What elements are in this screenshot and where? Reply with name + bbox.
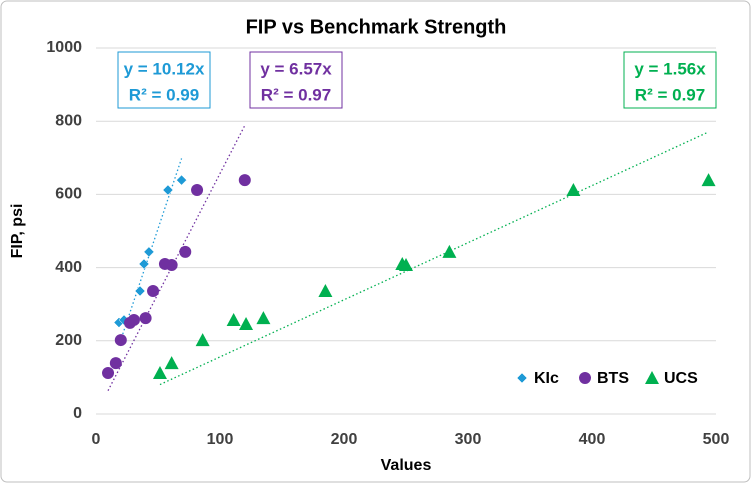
point — [701, 173, 716, 187]
x-tick-label: 400 — [579, 431, 606, 448]
trendline-equation: y = 10.12x — [124, 59, 205, 78]
x-tick-label: 0 — [92, 431, 101, 448]
trendline-box — [249, 51, 343, 109]
point — [239, 316, 254, 330]
trendline-r2: R² = 0.97 — [261, 85, 331, 104]
trendline-r2: R² = 0.97 — [635, 85, 705, 104]
y-tick-label: 800 — [55, 112, 82, 129]
point — [179, 245, 192, 258]
point — [176, 174, 187, 186]
x-tick-label: 500 — [703, 431, 730, 448]
point — [399, 258, 413, 272]
point — [139, 312, 152, 325]
point — [138, 258, 150, 270]
y-tick-label: 0 — [73, 405, 82, 422]
y-axis-label: FIP, psi — [9, 204, 26, 259]
point — [318, 284, 333, 298]
x-tick-label: 200 — [331, 431, 358, 448]
y-tick-label: 400 — [55, 259, 82, 276]
x-tick-label: 300 — [455, 431, 482, 448]
point — [127, 313, 140, 326]
point — [566, 183, 581, 197]
chart-title: FIP vs Benchmark Strength — [246, 16, 507, 38]
y-tick-label: 600 — [55, 186, 82, 203]
trendline-box — [623, 51, 717, 109]
point — [579, 372, 591, 384]
point — [143, 246, 155, 258]
point — [516, 372, 528, 384]
trendline-box — [117, 51, 211, 109]
point — [164, 356, 179, 370]
point — [109, 357, 122, 370]
legend-label: UCS — [664, 370, 698, 387]
point — [134, 285, 146, 297]
y-tick-label: 200 — [55, 332, 82, 349]
trendline-equation: y = 1.56x — [634, 59, 706, 78]
trendline — [159, 131, 709, 386]
trendline-equation: y = 6.57x — [260, 59, 332, 78]
point — [645, 371, 659, 384]
point — [152, 366, 167, 380]
x-axis-label: Values — [381, 457, 432, 474]
point — [238, 174, 251, 187]
point — [102, 367, 115, 380]
point — [114, 334, 127, 347]
point — [147, 285, 160, 298]
y-tick-label: 1000 — [46, 39, 82, 56]
point — [226, 312, 241, 326]
point — [162, 184, 174, 196]
point — [256, 311, 271, 325]
point — [191, 184, 204, 197]
point — [165, 259, 178, 272]
point — [195, 333, 210, 347]
legend-label: KIc — [534, 370, 559, 387]
trendline-r2: R² = 0.99 — [129, 85, 199, 104]
point — [442, 244, 457, 258]
legend-label: BTS — [597, 370, 629, 387]
x-tick-label: 100 — [207, 431, 234, 448]
trendline — [107, 125, 246, 391]
